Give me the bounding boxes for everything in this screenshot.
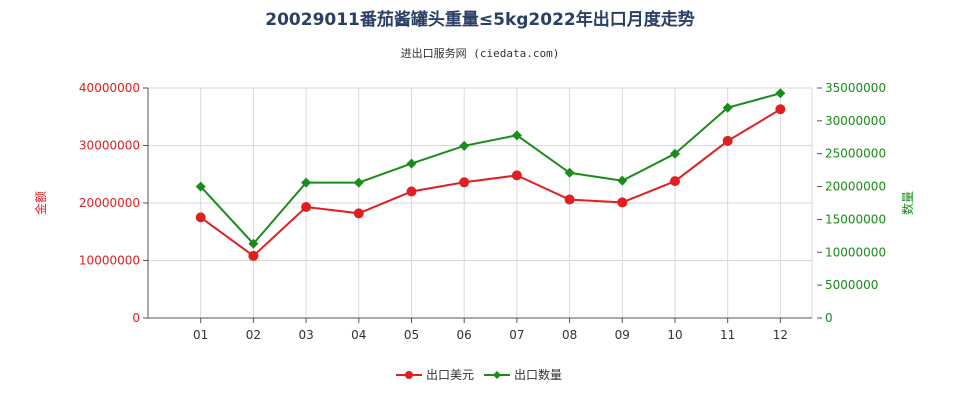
series-point-diamond	[353, 177, 364, 188]
series-point-circle	[669, 176, 680, 187]
series-point-circle	[248, 250, 259, 261]
series-point-circle	[617, 197, 628, 208]
series-point-circle	[301, 202, 312, 213]
x-axis-tick-label: 07	[509, 328, 524, 342]
series-point-diamond	[775, 88, 786, 99]
x-axis-tick-label: 05	[404, 328, 419, 342]
series-point-circle	[722, 135, 733, 146]
right-axis-tick-label: 15000000	[825, 212, 886, 226]
right-axis-ticks: 0 5000000 10000000 15000000 20000000 25000000…	[817, 81, 886, 325]
right-axis-title: 数量	[900, 191, 915, 215]
left-axis-tick-label: 20000000	[79, 196, 140, 210]
left-axis-tick-label: 30000000	[79, 139, 140, 153]
right-axis-tick-label: 30000000	[825, 114, 886, 128]
series-point-circle	[511, 170, 522, 181]
x-axis-tick-label: 06	[457, 328, 472, 342]
x-axis-ticks: 01 02 03 04 05 06 07 08 09 10 11 12	[193, 318, 788, 342]
series-line-1	[199, 92, 781, 246]
left-axis-tick-label: 40000000	[79, 81, 140, 95]
series-point-diamond	[564, 167, 575, 178]
grid-lines	[148, 87, 813, 318]
right-axis-tick-label: 5000000	[825, 278, 878, 292]
x-axis-tick-label: 10	[667, 328, 682, 342]
legend-marker-usd	[405, 371, 413, 379]
series-point-diamond	[406, 158, 417, 169]
right-axis-tick-label: 0	[825, 311, 833, 325]
right-axis-tick-label: 35000000	[825, 81, 886, 95]
series-point-circle	[406, 186, 417, 197]
right-axis-tick-label: 10000000	[825, 245, 886, 259]
x-axis-tick-label: 04	[351, 328, 366, 342]
series-point-diamond	[511, 130, 522, 141]
series-point-circle	[564, 194, 575, 205]
series-point-diamond	[617, 175, 628, 186]
legend-label-usd: 出口美元	[426, 368, 474, 382]
left-axis-tick-label: 10000000	[79, 254, 140, 268]
series-line-0	[200, 108, 781, 258]
right-axis-tick-label: 25000000	[825, 147, 886, 161]
chart-title: 20029011番茄酱罐头重量≤5kg2022年出口月度走势	[265, 9, 695, 30]
left-axis-ticks: 0 10000000 20000000 30000000 40000000	[79, 81, 148, 325]
x-axis-tick-label: 08	[562, 328, 577, 342]
series-point-diamond	[722, 102, 733, 113]
left-axis-title: 金额	[33, 191, 48, 215]
series-point-diamond	[669, 148, 680, 159]
series-point-diamond	[195, 181, 206, 192]
legend: 出口美元 出口数量	[396, 367, 562, 382]
x-axis-tick-label: 02	[246, 328, 261, 342]
x-axis-tick-label: 03	[298, 328, 313, 342]
series-point-circle	[459, 177, 470, 188]
legend-label-quantity: 出口数量	[514, 367, 562, 382]
x-axis-tick-label: 01	[193, 328, 208, 342]
series-point-diamond	[459, 140, 470, 151]
x-axis-tick-label: 11	[720, 328, 735, 342]
series-point-circle	[775, 104, 786, 115]
chart-subtitle: 进出口服务网 (ciedata.com)	[401, 46, 560, 60]
series-layer	[195, 88, 786, 261]
series-point-circle	[195, 212, 206, 223]
series-point-circle	[353, 208, 364, 219]
left-axis-tick-label: 0	[132, 311, 140, 325]
x-axis-tick-label: 09	[615, 328, 630, 342]
right-axis-tick-label: 20000000	[825, 180, 886, 194]
legend-marker-quantity	[493, 371, 501, 379]
series-point-diamond	[248, 238, 259, 249]
x-axis-tick-label: 12	[773, 328, 788, 342]
series-point-diamond	[301, 177, 312, 188]
